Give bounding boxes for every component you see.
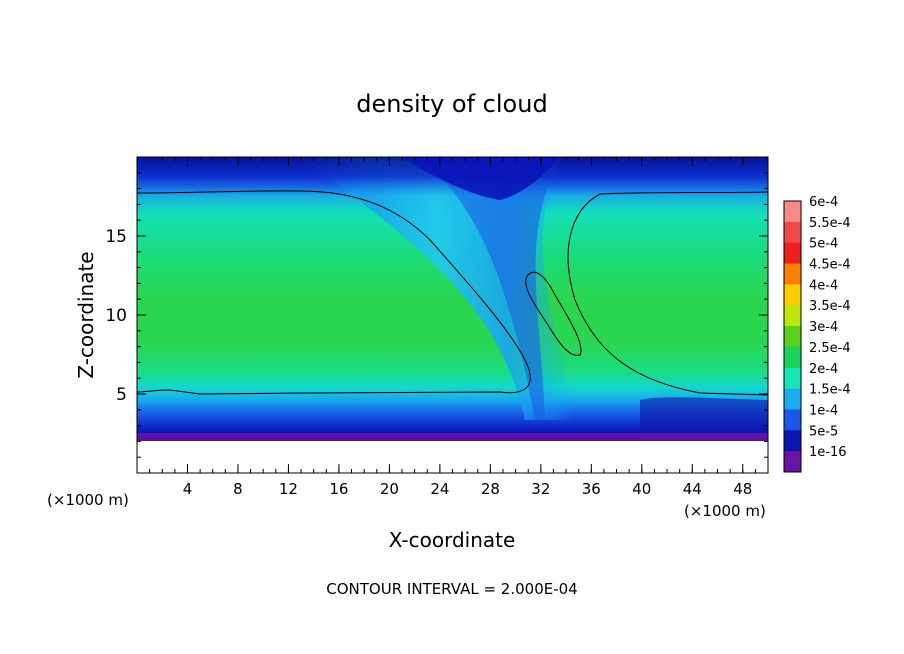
y-tick-label: 5 (116, 385, 127, 405)
colorbar-swatch (784, 451, 801, 473)
colorbar-label: 4e-4 (809, 278, 838, 293)
colorbar-swatch (784, 367, 801, 390)
contour-line-island (525, 271, 582, 356)
x-tick-label: 12 (279, 480, 298, 498)
colorbar-label: 1e-16 (809, 445, 847, 460)
y-tick-label: 10 (105, 306, 127, 326)
x-tick-label: 36 (582, 480, 601, 498)
colorbar-swatch (784, 284, 801, 306)
x-axis-label: X-coordinate (389, 528, 516, 552)
colorbar-label: 2.5e-4 (809, 341, 851, 356)
colorbar-swatch (784, 305, 801, 327)
x-tick-label: 28 (481, 480, 500, 498)
colorbar-label: 5.5e-4 (809, 216, 851, 231)
rift-top-dark (400, 157, 560, 200)
x-unit-right: (×1000 m) (684, 502, 766, 520)
colorbar-label: 1.5e-4 (809, 383, 851, 398)
x-tick-label: 4 (183, 480, 193, 498)
x-tick-label: 16 (329, 480, 348, 498)
x-tick-label: 24 (430, 480, 449, 498)
colorbar-label: 4.5e-4 (809, 258, 851, 273)
colorbar-swatch (784, 263, 801, 285)
contour-line-right (567, 191, 768, 396)
colorbar-swatch (784, 388, 801, 410)
colorbar-swatch (784, 346, 801, 369)
colorbar-swatch (784, 326, 801, 348)
colorbar: 6e-4 5.5e-4 5e-4 4.5e-4 4e-4 3.5e-4 3e-4 2.5e-4… (783, 195, 851, 473)
lower-right-dark (640, 397, 768, 440)
colorbar-label: 1e-4 (809, 403, 838, 418)
density-field (137, 157, 768, 473)
y-axis-label: Z-coordinate (74, 251, 98, 378)
x-unit-left: (×1000 m) (47, 491, 129, 509)
x-tick-label: 8 (233, 480, 243, 498)
colorbar-frame (783, 200, 802, 473)
colorbar-swatch (784, 201, 801, 223)
contour-line-left (137, 190, 531, 395)
colorbar-swatch (784, 221, 801, 244)
colorbar-label: 5e-4 (809, 237, 838, 252)
colorbar-swatch (784, 242, 801, 265)
colorbar-label: 2e-4 (809, 362, 838, 377)
x-tick-label: 20 (380, 480, 399, 498)
x-tick-label: 40 (632, 480, 651, 498)
colorbar-swatch (784, 409, 801, 431)
bottom-clear (137, 441, 768, 473)
colorbar-swatch (784, 430, 801, 452)
x-tick-label: 48 (733, 480, 752, 498)
x-tick-label: 32 (531, 480, 550, 498)
contour-interval-note: CONTOUR INTERVAL = 2.000E-04 (326, 580, 577, 598)
chart-title: density of cloud (356, 90, 547, 118)
colorbar-label: 3.5e-4 (809, 299, 851, 314)
y-tick-label: 15 (105, 227, 127, 247)
x-tick-label: 44 (683, 480, 702, 498)
colorbar-label: 5e-5 (809, 424, 838, 439)
colorbar-label: 6e-4 (809, 195, 838, 210)
colorbar-label: 3e-4 (809, 320, 838, 335)
bottom-fringe (137, 433, 768, 441)
rift-core (420, 157, 560, 420)
